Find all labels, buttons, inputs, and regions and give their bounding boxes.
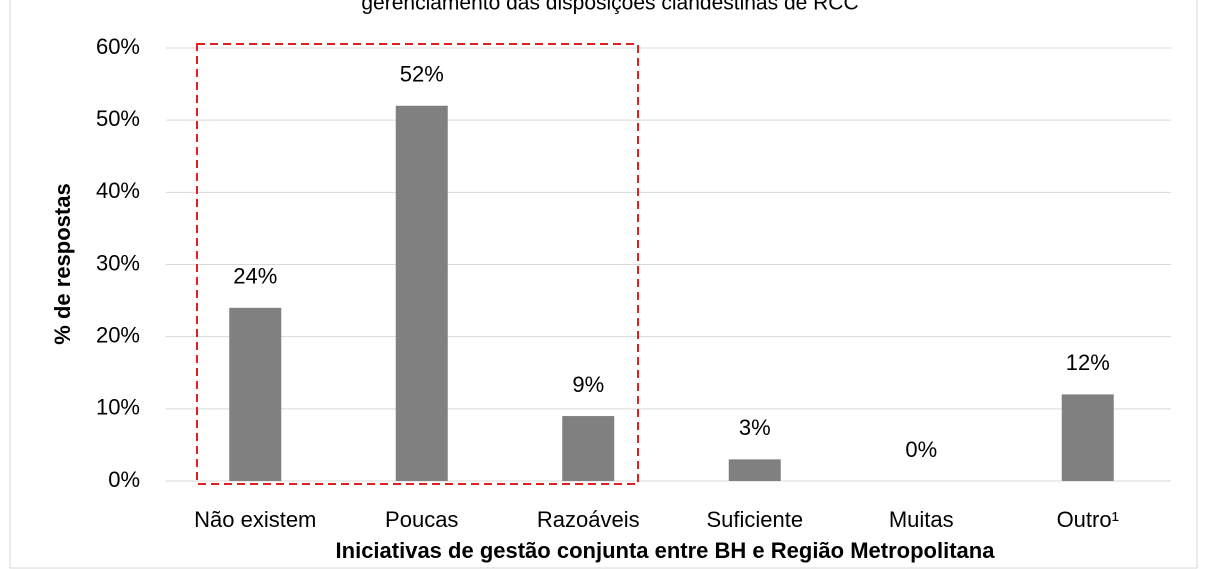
chart-title: gerenciamento das disposições clandestin…	[361, 0, 858, 15]
y-tick-label: 10%	[96, 395, 140, 420]
y-tick-label: 50%	[96, 106, 140, 131]
x-tick-label: Não existem	[194, 507, 316, 532]
y-tick-label: 20%	[96, 322, 140, 347]
y-axis-label: % de respostas	[50, 183, 75, 344]
value-label: 24%	[233, 264, 277, 289]
x-tick-label: Muitas	[889, 507, 954, 532]
bar	[728, 459, 781, 481]
value-label: 3%	[739, 415, 771, 440]
x-tick-label: Razoáveis	[537, 507, 640, 532]
x-tick-label: Suficiente	[706, 507, 803, 532]
y-tick-label: 30%	[96, 250, 140, 275]
highlight-box	[196, 43, 639, 485]
value-label: 12%	[1066, 350, 1110, 375]
y-tick-label: 40%	[96, 178, 140, 203]
value-label: 9%	[572, 372, 604, 397]
y-tick-label: 0%	[108, 467, 140, 492]
bar	[395, 105, 448, 481]
x-tick-label: Poucas	[385, 507, 458, 532]
y-tick-label: 60%	[96, 34, 140, 59]
bar	[1061, 394, 1114, 481]
value-label: 0%	[905, 437, 937, 462]
x-axis-label: Iniciativas de gestão conjunta entre BH …	[336, 538, 996, 563]
chart-frame	[9, 0, 1198, 569]
value-label: 52%	[400, 62, 444, 87]
x-tick-label: Outro¹	[1057, 507, 1119, 532]
bar	[562, 416, 615, 481]
bar	[229, 307, 282, 481]
